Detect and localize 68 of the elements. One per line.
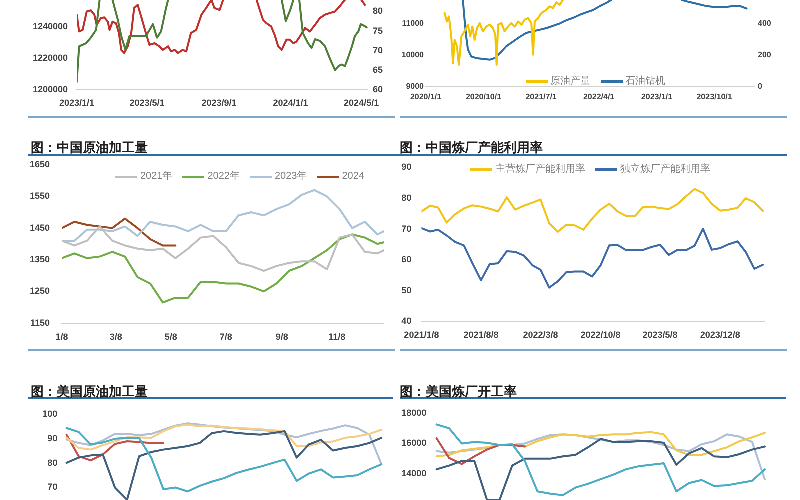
x-tick-label: 3/8 [110, 332, 122, 342]
y-tick-label: 1650 [30, 159, 50, 170]
y2-tick-label: 75 [373, 26, 384, 36]
x-tick-label: 2022/10/8 [580, 330, 621, 340]
y-tick-label: 100 [42, 408, 58, 419]
y-tick-label: 40 [402, 316, 412, 326]
y-tick-label: 70 [402, 224, 412, 234]
x-tick-label: 1/8 [56, 332, 68, 342]
legend-label: 2022年 [208, 171, 240, 183]
x-tick-label: 2022/4/1 [583, 92, 616, 102]
y2-tick-label: 65 [373, 64, 384, 75]
x-tick-label: 2021/7/1 [526, 92, 558, 102]
y-tick-label: 60 [402, 254, 412, 265]
legend-label: 2024 [342, 171, 364, 183]
y-tick-label: 16000 [402, 438, 427, 448]
legend-label: 2023年 [275, 171, 308, 183]
x-tick-label: 2022/3/8 [523, 330, 558, 340]
x-tick-label: 2021/8/8 [464, 330, 499, 340]
x-tick-label: 2024/1/1 [273, 98, 308, 108]
y-tick-label: 9000 [406, 82, 425, 91]
y-tick-label: 1220000 [32, 52, 68, 63]
y-tick-label: 10000 [402, 50, 425, 60]
legend-label: 原油产量 [550, 76, 590, 88]
x-tick-label: 2021/1/8 [404, 330, 440, 340]
y-tick-label: 1350 [30, 254, 50, 264]
y2-tick-label: 60 [373, 84, 384, 94]
y2-tick-label: 0 [758, 82, 763, 91]
y2-tick-label: 200 [758, 50, 772, 60]
y2-tick-label: 400 [758, 18, 772, 28]
y-tick-label: 1550 [30, 191, 50, 202]
y-tick-label: 1250 [30, 286, 50, 296]
y-tick-label: 1450 [30, 222, 50, 233]
y-tick-label: 14000 [402, 468, 427, 479]
chart-title: 图：美国炼厂开工率 [400, 384, 517, 399]
x-tick-label: 2023/5/1 [130, 98, 165, 108]
chart-title: 图：美国原油加工量 [31, 384, 148, 399]
legend-label: 石油钻机 [626, 76, 666, 88]
x-tick-label: 2020/1/1 [410, 92, 442, 102]
y-tick-label: 80 [48, 458, 58, 468]
y2-tick-label: 80 [373, 6, 384, 16]
legend-label: 2021年 [140, 171, 173, 183]
y-tick-label: 11000 [402, 18, 425, 28]
x-tick-label: 2023/1/1 [59, 98, 95, 108]
y-tick-label: 1200000 [32, 84, 68, 94]
y-tick-label: 50 [402, 285, 412, 296]
chart-title: 图：中国原油加工量 [31, 140, 148, 155]
y-tick-label: 1240000 [32, 21, 68, 32]
x-tick-label: 11/8 [328, 332, 346, 342]
y-tick-label: 90 [48, 433, 58, 444]
x-tick-label: 2023/12/8 [700, 330, 740, 340]
x-tick-label: 7/8 [220, 332, 232, 342]
chart-title: 图：中国炼厂产能利用率 [400, 140, 543, 155]
y-tick-label: 70 [48, 482, 58, 492]
x-tick-label: 2023/9/1 [202, 98, 237, 108]
x-tick-label: 9/8 [276, 332, 288, 342]
y2-tick-label: 70 [373, 45, 384, 56]
y-tick-label: 80 [402, 192, 412, 203]
legend-label: 主营炼厂产能利用率 [495, 164, 586, 176]
x-tick-label: 5/8 [164, 332, 178, 342]
legend-label: 独立炼厂产能利用率 [620, 164, 710, 176]
y-tick-label: 90 [402, 162, 412, 172]
y-tick-label: 18000 [402, 408, 427, 418]
y-tick-label: 1150 [30, 318, 50, 328]
x-tick-label: 2023/10/1 [696, 92, 733, 102]
x-tick-label: 2023/5/8 [642, 330, 678, 340]
x-tick-label: 2020/10/1 [466, 92, 502, 102]
x-tick-label: 2023/1/1 [641, 92, 674, 102]
x-tick-label: 2024/5/1 [344, 98, 380, 108]
